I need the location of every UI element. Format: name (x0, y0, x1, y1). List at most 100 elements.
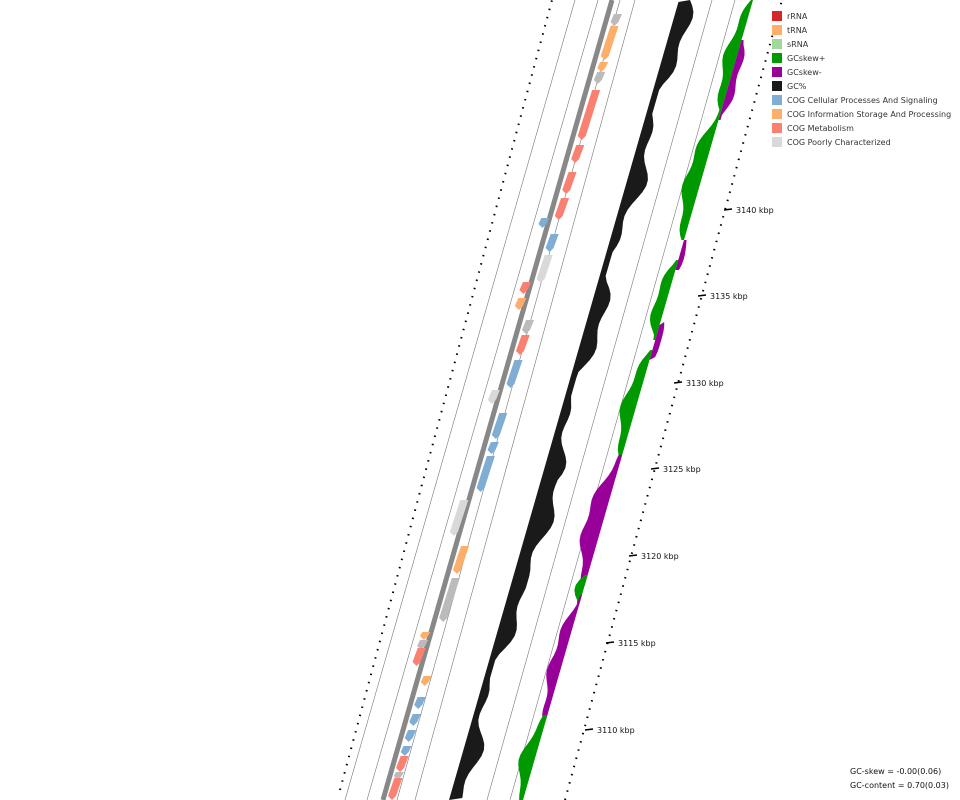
legend-item: tRNA (772, 23, 951, 37)
legend-item: GCskew+ (772, 51, 951, 65)
cds-feature (571, 145, 585, 163)
gc-skew-negative (649, 322, 665, 360)
scale-tick-label: 3130 kbp (686, 379, 724, 388)
gc-skew-plot (518, 0, 753, 800)
legend-swatch (772, 67, 782, 77)
gc-skew-negative (579, 455, 623, 585)
legend-swatch (772, 11, 782, 21)
legend-item: GC% (772, 79, 951, 93)
cds-feature (449, 500, 469, 536)
legend-swatch (772, 81, 782, 91)
gc-skew-positive (518, 715, 548, 800)
gc-content-stat: GC-content = 0.70(0.03) (850, 781, 949, 790)
cds-feature (476, 456, 495, 492)
cds-feature (597, 62, 609, 72)
cds-feature (420, 632, 431, 640)
cds-feature (420, 676, 432, 686)
legend-label: COG Cellular Processes And Signaling (787, 95, 938, 105)
cds-feature (388, 778, 403, 800)
cds-feature (412, 648, 426, 666)
stats-panel: GC-skew = -0.00(0.06) GC-content = 0.70(… (850, 765, 949, 793)
cds-features (388, 14, 622, 800)
genome-backbone (380, 0, 615, 800)
cds-feature (487, 390, 500, 404)
cds-feature (519, 282, 531, 294)
legend-label: tRNA (787, 25, 808, 35)
gc-skew-negative (675, 240, 687, 270)
cds-feature (487, 442, 499, 454)
cds-feature (577, 90, 601, 140)
cds-feature (400, 746, 412, 756)
scale-tick (723, 208, 733, 211)
cds-feature (545, 234, 559, 252)
cds-feature (521, 320, 534, 334)
cds-feature (417, 640, 428, 650)
cds-feature (404, 730, 417, 742)
legend-label: COG Metabolism (787, 123, 854, 133)
legend-item: COG Information Storage And Processing (772, 107, 951, 121)
scale-tick (650, 467, 660, 470)
scale-tick (628, 554, 638, 557)
gc-skew-positive (717, 0, 753, 110)
gc-skew-positive (649, 260, 679, 340)
cds-feature (491, 413, 508, 439)
gc-skew-negative (542, 595, 582, 720)
cds-feature (452, 546, 470, 574)
legend-item: COG Cellular Processes And Signaling (772, 93, 951, 107)
outer-tick-ring (339, 0, 553, 791)
cds-feature (538, 218, 550, 228)
cds-feature (414, 697, 426, 709)
scale-tick-label: 3120 kbp (641, 552, 679, 561)
scale-tick (605, 641, 615, 644)
cds-feature (515, 335, 530, 355)
cds-feature (554, 198, 570, 220)
scale-tick-label: 3110 kbp (597, 726, 635, 735)
legend-item: sRNA (772, 37, 951, 51)
legend-label: COG Poorly Characterized (787, 137, 891, 147)
legend-item: COG Poorly Characterized (772, 135, 951, 149)
legend: rRNA tRNA sRNA GCskew+ GCskew- GC% COG Cellula… (772, 9, 951, 149)
cds-feature (409, 714, 421, 726)
scale-tick-label: 3135 kbp (710, 292, 748, 301)
gc-skew-positive (617, 350, 653, 455)
cds-feature (506, 360, 523, 388)
legend-item: COG Metabolism (772, 121, 951, 135)
gc-skew-stat: GC-skew = -0.00(0.06) (850, 767, 942, 776)
legend-label: GC% (787, 81, 807, 91)
cds-feature (600, 26, 619, 60)
legend-label: sRNA (787, 39, 809, 49)
gc-content-plot (449, 0, 694, 800)
cds-feature (610, 14, 622, 26)
cds-feature (593, 72, 606, 84)
scale-tick-label: 3125 kbp (663, 465, 701, 474)
track-guide-lines (344, 0, 736, 800)
legend-swatch (772, 123, 782, 133)
gc-skew-positive (679, 110, 722, 240)
legend-item: rRNA (772, 9, 951, 23)
legend-item: GCskew- (772, 65, 951, 79)
scale-tick-label: 3115 kbp (618, 639, 656, 648)
cds-feature (562, 172, 577, 194)
gc-skew-positive (574, 575, 588, 605)
scale-tick (697, 294, 707, 297)
cds-feature (536, 255, 553, 283)
legend-swatch (772, 137, 782, 147)
cds-feature (396, 756, 409, 772)
scale-tick-label: 3140 kbp (736, 206, 774, 215)
legend-label: COG Information Storage And Processing (787, 109, 952, 119)
legend-swatch (772, 95, 782, 105)
cds-feature (514, 298, 527, 310)
legend-label: rRNA (787, 11, 808, 21)
legend-label: GCskew- (787, 67, 822, 77)
cds-feature (439, 578, 460, 622)
legend-swatch (772, 25, 782, 35)
gc-skew-negative (718, 40, 745, 120)
kbp-scale: 3110 kbp 3115 kbp 3120 kbp 3125 kbp 3130 kbp… (564, 0, 783, 800)
legend-swatch (772, 109, 782, 119)
legend-swatch (772, 53, 782, 63)
legend-label: GCskew+ (787, 53, 826, 63)
scale-tick (584, 728, 594, 731)
scale-tick (673, 381, 683, 384)
legend-swatch (772, 39, 782, 49)
